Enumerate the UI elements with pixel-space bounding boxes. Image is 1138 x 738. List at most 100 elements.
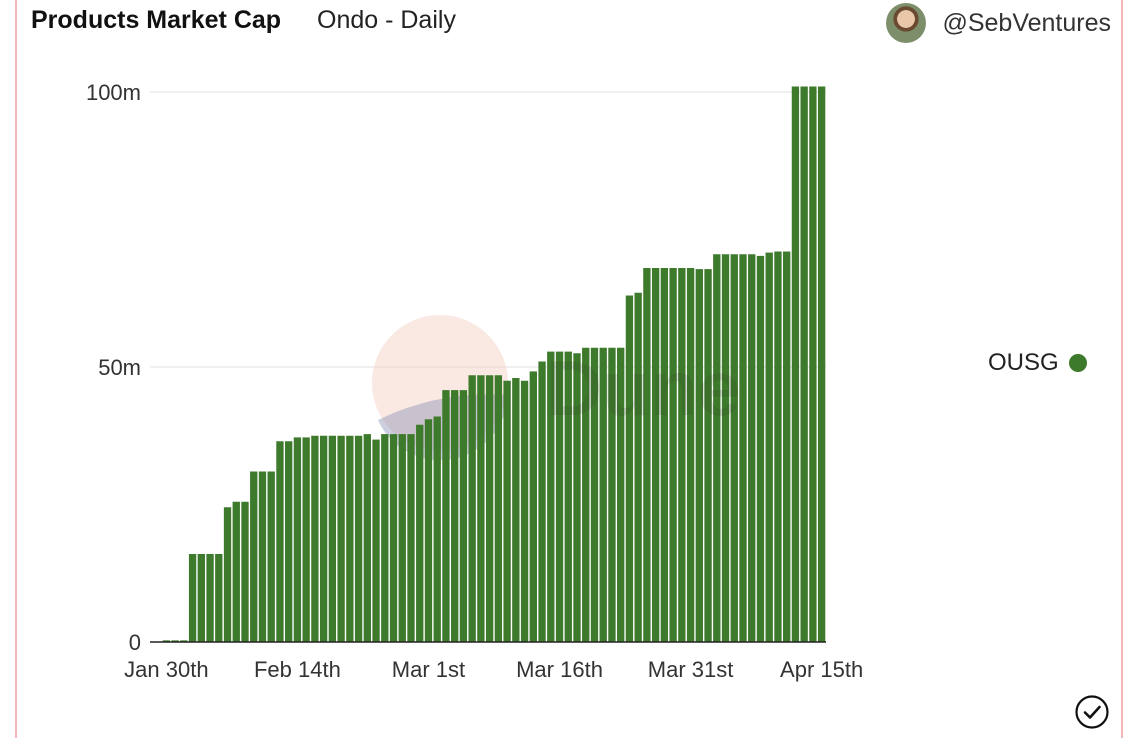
bar[interactable]	[669, 268, 677, 642]
bar[interactable]	[547, 351, 555, 642]
bar[interactable]	[206, 554, 214, 642]
bar[interactable]	[739, 254, 747, 642]
bar[interactable]	[564, 351, 572, 642]
bar[interactable]	[809, 86, 817, 643]
bar[interactable]	[800, 86, 808, 643]
bar[interactable]	[721, 254, 730, 642]
bar[interactable]	[433, 416, 441, 643]
bar[interactable]	[686, 268, 695, 642]
bar[interactable]	[477, 375, 485, 642]
bar[interactable]	[538, 361, 546, 643]
bar[interactable]	[363, 434, 371, 642]
bar[interactable]	[512, 378, 520, 642]
bar[interactable]	[215, 554, 223, 642]
bar[interactable]	[319, 435, 328, 642]
bar[interactable]	[730, 254, 738, 642]
bar[interactable]	[328, 435, 337, 642]
bar[interactable]	[398, 434, 406, 642]
bar[interactable]	[442, 390, 450, 642]
check-circle-icon[interactable]	[1075, 695, 1109, 729]
x-tick-label: Mar 31st	[648, 657, 734, 682]
bar[interactable]	[529, 371, 537, 642]
x-tick-label: Mar 16th	[516, 657, 603, 682]
bar[interactable]	[258, 471, 267, 643]
bar[interactable]	[424, 419, 433, 642]
bar[interactable]	[660, 268, 669, 642]
bar[interactable]	[468, 375, 476, 642]
bar[interactable]	[389, 434, 398, 642]
bar[interactable]	[416, 424, 424, 642]
avatar	[886, 3, 927, 43]
bar[interactable]	[494, 375, 503, 642]
bar[interactable]	[485, 375, 494, 642]
author-link[interactable]: @SebVentures	[886, 3, 1111, 43]
bar[interactable]	[459, 390, 468, 642]
bar[interactable]	[407, 434, 415, 642]
x-tick-labels: Jan 30th Feb 14th Mar 1st Mar 16th Mar 31st A…	[124, 657, 863, 682]
y-tick-labels: 0 50m 100m	[86, 80, 141, 655]
bar[interactable]	[643, 268, 651, 642]
bar[interactable]	[765, 252, 773, 642]
bar[interactable]	[634, 292, 642, 642]
x-tick-label: Jan 30th	[124, 657, 208, 682]
bar[interactable]	[678, 268, 686, 642]
y-tick-label: 100m	[86, 80, 141, 105]
bar[interactable]	[162, 640, 171, 642]
bar[interactable]	[311, 435, 319, 642]
y-tick-label: 0	[129, 630, 141, 655]
bar[interactable]	[783, 251, 791, 643]
bar[interactable]	[302, 437, 310, 642]
bar[interactable]	[276, 441, 284, 642]
bar[interactable]	[573, 353, 581, 642]
chart-title: Products Market Cap	[31, 6, 282, 34]
bar[interactable]	[617, 347, 625, 642]
bar[interactable]	[337, 435, 345, 642]
bar[interactable]	[625, 295, 634, 643]
bar[interactable]	[774, 251, 782, 643]
legend[interactable]: OUSG	[988, 349, 1087, 377]
legend-label-ousg: OUSG	[988, 349, 1059, 376]
x-tick-label: Mar 1st	[392, 657, 465, 682]
bar[interactable]	[590, 347, 599, 642]
bar[interactable]	[817, 86, 826, 643]
y-tick-label: 50m	[98, 355, 141, 380]
chart-subtitle: Ondo - Daily	[317, 6, 456, 34]
bar[interactable]	[346, 435, 354, 642]
bars	[162, 86, 826, 643]
bar[interactable]	[451, 390, 459, 642]
bar[interactable]	[555, 351, 564, 642]
bar[interactable]	[223, 507, 232, 642]
watermark-text: Dune	[546, 344, 741, 432]
bar[interactable]	[232, 501, 240, 642]
bar[interactable]	[608, 347, 616, 642]
bar[interactable]	[695, 269, 703, 642]
bar[interactable]	[599, 347, 607, 642]
chart-frame	[15, 0, 1123, 738]
bar[interactable]	[241, 501, 249, 642]
bar[interactable]	[293, 437, 302, 642]
legend-dot-ousg	[1068, 354, 1087, 372]
bar[interactable]	[197, 554, 205, 642]
bar[interactable]	[381, 434, 389, 642]
x-tick-label: Feb 14th	[254, 657, 341, 682]
bar[interactable]	[713, 254, 721, 642]
bar[interactable]	[503, 380, 511, 642]
bar[interactable]	[651, 268, 660, 642]
bar[interactable]	[748, 254, 756, 642]
bar[interactable]	[171, 640, 179, 642]
bar[interactable]	[285, 441, 293, 642]
bar[interactable]	[250, 471, 258, 643]
bar[interactable]	[520, 380, 529, 642]
bar[interactable]	[372, 439, 380, 642]
bar[interactable]	[180, 640, 188, 642]
author-name: @SebVentures	[942, 8, 1111, 37]
bar[interactable]	[704, 269, 712, 642]
bar[interactable]	[582, 347, 590, 642]
bar[interactable]	[791, 86, 800, 643]
x-tick-label: Apr 15th	[780, 657, 863, 682]
bar[interactable]	[354, 435, 363, 642]
bar[interactable]	[267, 471, 275, 643]
bar[interactable]	[756, 255, 765, 642]
bar[interactable]	[188, 554, 197, 642]
